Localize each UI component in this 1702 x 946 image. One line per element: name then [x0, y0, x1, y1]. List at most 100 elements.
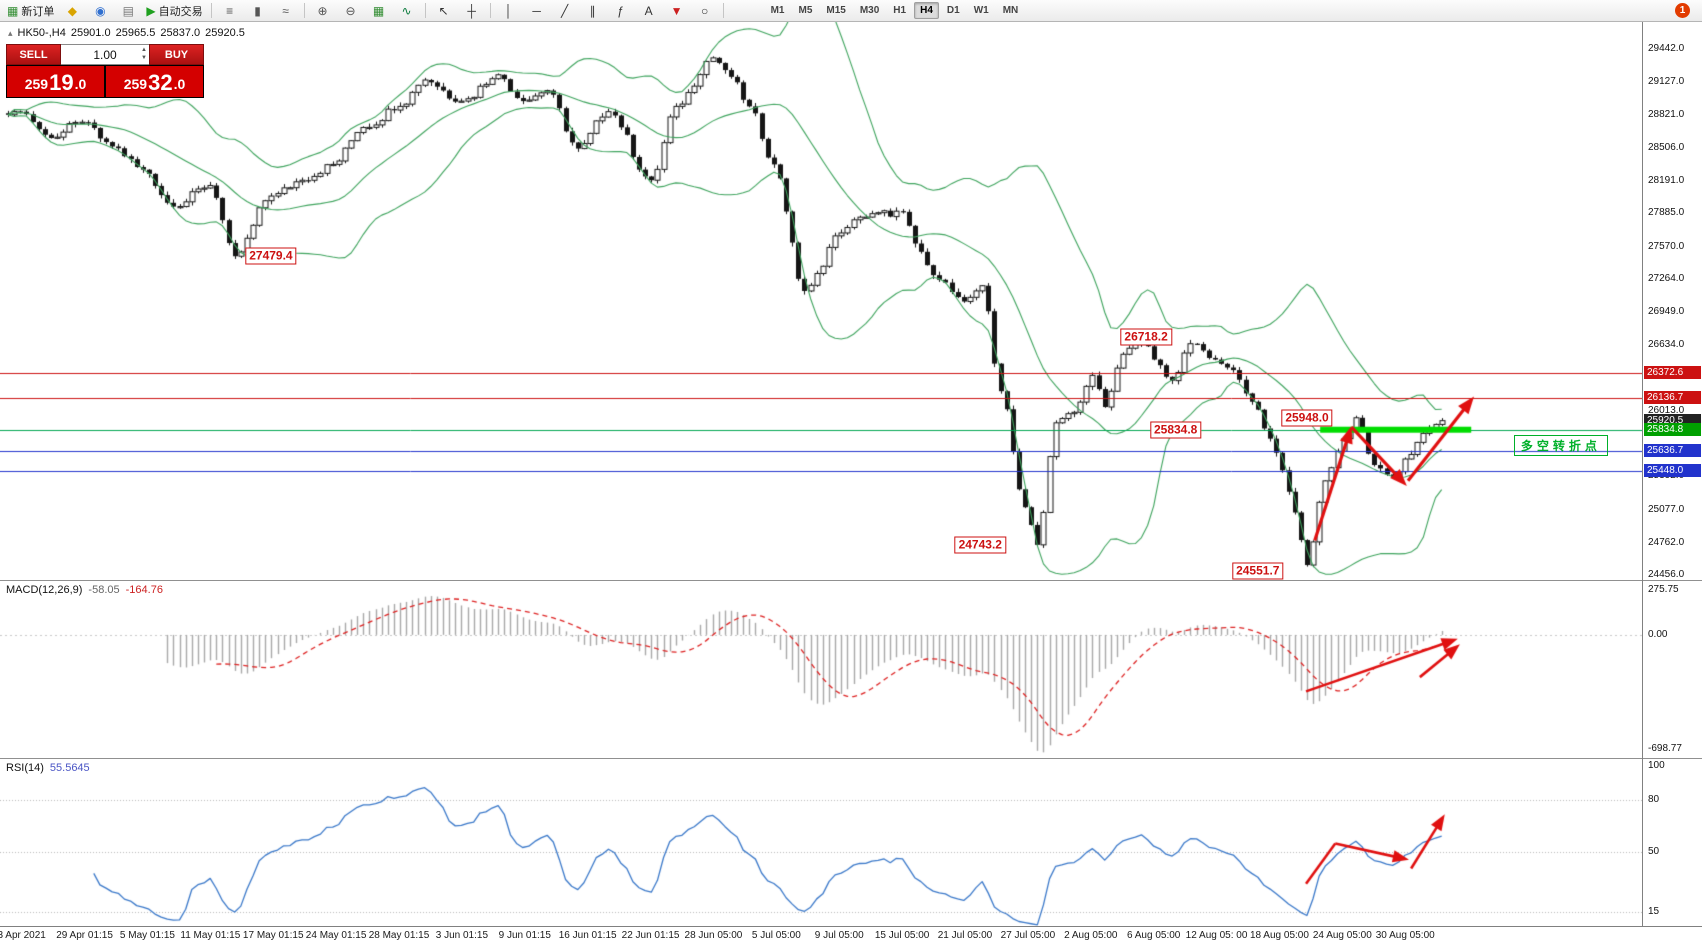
- timeframe-h1[interactable]: H1: [893, 5, 907, 16]
- price-axis-label: 24456.0: [1648, 569, 1685, 580]
- symbol-period: HK50-,H4: [17, 27, 66, 39]
- macd-canvas[interactable]: [0, 581, 1642, 758]
- price-level-badge: 26136.7: [1644, 390, 1701, 404]
- timeframe-w1[interactable]: W1: [973, 5, 989, 16]
- metaeditor-icon[interactable]: ◆: [59, 2, 85, 20]
- buy-price-suffix: .0: [173, 76, 186, 92]
- horizontal-line-icon[interactable]: ─: [524, 2, 550, 20]
- rsi-panel: RSI(14) 55.5645 100 80 50 15: [0, 758, 1702, 926]
- spinner-up-icon[interactable]: ▲: [141, 47, 147, 53]
- sell-price-suffix: .0: [74, 76, 87, 92]
- time-axis-label: 17 May 01:15: [242, 930, 304, 941]
- data-window-icon[interactable]: ▤: [115, 2, 141, 20]
- ellipse-tool-icon[interactable]: ○: [692, 2, 718, 20]
- bar-chart-icon[interactable]: ≡: [217, 2, 243, 20]
- horizontal-line-icon: ─: [532, 3, 541, 18]
- price-axis-label: 24762.0: [1648, 536, 1685, 548]
- line-chart-icon: ≈: [282, 3, 289, 18]
- price-axis-label: 26634.0: [1648, 339, 1685, 351]
- market-watch-icon[interactable]: ◉: [87, 2, 113, 20]
- trendline-icon: ╱: [560, 3, 569, 18]
- trendline-icon[interactable]: ╱: [552, 2, 578, 20]
- one-click-trading-panel: SELL 1.00 ▲ ▼ BUY 259 19.0 259 32.0: [6, 44, 204, 98]
- macd-signal-value: -164.76: [125, 584, 163, 596]
- tile-windows-icon: ▦: [372, 3, 385, 18]
- timeframe-m5[interactable]: M5: [798, 5, 813, 16]
- sell-price-prefix: 259: [24, 76, 49, 92]
- bar-chart-icon: ≡: [226, 3, 234, 18]
- crosshair-icon[interactable]: ┼: [459, 2, 485, 20]
- time-axis-label: 18 Aug 05:00: [1249, 930, 1309, 941]
- toolbar-separator: [424, 3, 426, 18]
- price-axis-label: 28821.0: [1648, 108, 1685, 120]
- line-chart-icon[interactable]: ≈: [273, 2, 299, 20]
- chart-annotation: 26718.2: [1120, 328, 1172, 346]
- rsi-value: 55.5645: [49, 762, 90, 774]
- crosshair-icon: ┼: [467, 3, 476, 18]
- time-axis-label: 9 Jun 01:15: [498, 930, 551, 941]
- macd-main-value: -58.05: [88, 584, 120, 596]
- price-axis-label: 26949.0: [1648, 306, 1685, 318]
- timeframe-mn[interactable]: MN: [1002, 5, 1019, 16]
- expander-icon[interactable]: ▴: [8, 28, 13, 38]
- zoom-in-icon: ⊕: [317, 3, 328, 18]
- text-tool-icon: A: [644, 3, 653, 18]
- rsi-axis-label: 15: [1648, 905, 1660, 917]
- cursor-icon[interactable]: ↖: [431, 2, 457, 20]
- candlestick-chart-icon[interactable]: ▮: [245, 2, 271, 20]
- main-chart-panel: ▴ HK50-,H4 25901.0 25965.5 25837.0 25920.5 SE…: [0, 22, 1702, 580]
- buy-price-display[interactable]: 259 32.0: [106, 66, 203, 97]
- time-axis-label: 24 Aug 05:00: [1312, 930, 1372, 941]
- price-level-badge: 25448.0: [1644, 463, 1701, 477]
- chart-annotation: 25948.0: [1281, 409, 1333, 427]
- fibonacci-icon[interactable]: ƒ: [608, 2, 634, 20]
- time-axis-label: 24 May 01:15: [305, 930, 367, 941]
- volume-input[interactable]: 1.00 ▲ ▼: [61, 44, 149, 65]
- toolbar-separator: [489, 3, 491, 18]
- new-order-button[interactable]: ▦ 新订单: [4, 2, 57, 20]
- timeframe-m15[interactable]: M15: [826, 5, 846, 16]
- autotrading-icon: ▶: [146, 3, 156, 18]
- rsi-canvas[interactable]: [0, 759, 1642, 926]
- time-axis-label: 27 Jul 05:00: [1000, 930, 1056, 941]
- sell-button[interactable]: SELL: [6, 44, 61, 65]
- buy-button[interactable]: BUY: [149, 44, 204, 65]
- price-chart-canvas[interactable]: [0, 22, 1642, 580]
- spinner-down-icon[interactable]: ▼: [141, 55, 147, 61]
- timeframe-m30[interactable]: M30: [859, 5, 880, 16]
- sell-price-display[interactable]: 259 19.0: [7, 66, 104, 97]
- time-axis-label: 29 Apr 01:15: [56, 930, 113, 941]
- price-axis-label: 29442.0: [1648, 43, 1685, 55]
- timeframe-d1[interactable]: D1: [946, 5, 960, 16]
- time-axis-label: 3 Jun 01:15: [435, 930, 489, 941]
- chart-annotation: 25834.8: [1149, 421, 1202, 439]
- vertical-line-icon[interactable]: │: [496, 2, 522, 20]
- price-axis-label: 28191.0: [1648, 175, 1685, 187]
- channel-icon: ∥: [589, 3, 596, 18]
- candlestick-chart-icon: ▮: [254, 3, 261, 18]
- notification-badge[interactable]: 1: [1675, 3, 1690, 18]
- time-axis-label: 30 Aug 05:00: [1375, 930, 1435, 941]
- indicators-icon[interactable]: ∿: [394, 2, 420, 20]
- price-level-badge: 25834.8: [1644, 422, 1701, 436]
- zoom-in-icon[interactable]: ⊕: [310, 2, 336, 20]
- autotrading-button[interactable]: ▶ 自动交易: [143, 2, 205, 20]
- time-axis-label: 9 Jul 05:00: [814, 930, 864, 941]
- autotrading-button-label: 自动交易: [158, 5, 203, 18]
- time-axis-label: 16 Jun 01:15: [558, 930, 617, 941]
- arrow-object-icon[interactable]: ▼: [664, 2, 690, 20]
- turning-point-note: 多空转折点: [1513, 435, 1608, 457]
- timeframe-h4[interactable]: H4: [914, 2, 939, 19]
- volume-value: 1.00: [93, 47, 117, 62]
- tile-windows-icon[interactable]: ▦: [366, 2, 392, 20]
- rsi-header: RSI(14) 55.5645: [6, 762, 90, 774]
- price-axis-label: 27885.0: [1648, 207, 1685, 219]
- volume-spinner[interactable]: ▲ ▼: [141, 46, 147, 62]
- price-axis-label: 26013.0: [1648, 404, 1685, 416]
- channel-icon[interactable]: ∥: [580, 2, 606, 20]
- timeframe-m1[interactable]: M1: [770, 5, 785, 16]
- price-axis-label: 28506.0: [1648, 141, 1685, 153]
- text-tool-icon[interactable]: A: [636, 2, 662, 20]
- zoom-out-icon[interactable]: ⊖: [338, 2, 364, 20]
- data-window-icon: ▤: [122, 3, 135, 18]
